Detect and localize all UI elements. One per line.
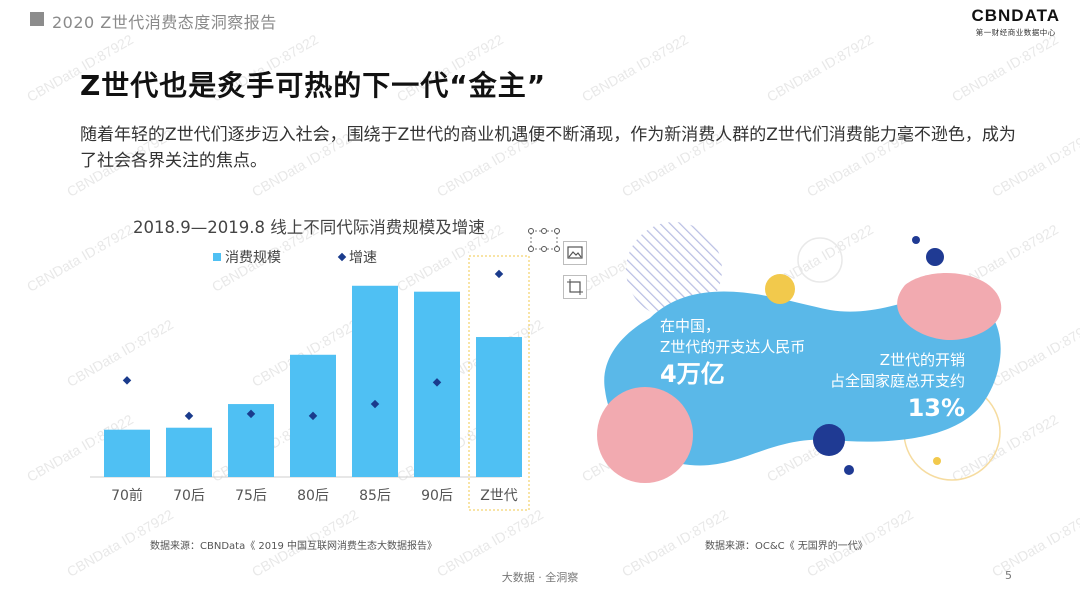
stat-share-line2: 占全国家庭总开支约 <box>830 372 966 390</box>
bar-4 <box>352 285 398 477</box>
growth-point-3 <box>308 411 318 421</box>
report-title: 2020 Z世代消费态度洞察报告 <box>52 13 277 32</box>
highlight-frame <box>468 255 530 511</box>
navy-dot-tiny <box>912 236 920 244</box>
logo-sub-text: 第一财经商业数据中心 <box>975 28 1056 37</box>
navy-dot-bottom <box>844 465 854 475</box>
chart-title: 2018.9—2019.8 线上不同代际消费规模及增速 <box>133 218 485 237</box>
growth-point-4 <box>370 399 380 409</box>
legend-growth-label: 增速 <box>349 250 377 266</box>
x-tick-label: 90后 <box>421 488 453 504</box>
image-icon[interactable] <box>563 241 587 265</box>
header-marker <box>30 12 44 26</box>
navy-circle <box>813 424 845 456</box>
x-tick-label: Z世代 <box>480 488 518 504</box>
cbndata-logo: CBNDATA 第一财经商业数据中心 <box>971 6 1060 38</box>
selection-handles-icon[interactable] <box>528 228 560 252</box>
stat-spend-line1: 在中国， <box>660 317 721 335</box>
page-number: 5 <box>1005 569 1012 582</box>
infographic <box>597 222 1002 483</box>
yellow-dot <box>765 274 795 304</box>
legend-bar-swatch <box>213 253 221 261</box>
x-tick-label: 85后 <box>359 488 391 504</box>
source-right: 数据来源：OC&C《 无国界的一代》 <box>705 541 868 552</box>
chart-legend: 消费规模 增速 <box>213 247 377 267</box>
stat-spend: 在中国， Z世代的开支达人民币 4万亿 <box>660 316 805 390</box>
growth-point-0 <box>122 376 132 385</box>
stat-share-value: 13% <box>907 394 966 422</box>
bar-1 <box>166 427 212 477</box>
stat-share: Z世代的开销 占全国家庭总开支约 13% <box>830 350 965 424</box>
growth-point-2 <box>246 409 256 419</box>
intro-paragraph: 随着年轻的Z世代们逐步迈入社会，围绕于Z世代的商业机遇便不断涌现，作为新消费人群… <box>80 125 1016 171</box>
stat-spend-value: 4万亿 <box>660 360 725 388</box>
pink-circle <box>597 387 693 483</box>
x-tick-label: 80后 <box>297 488 329 504</box>
footer-tagline: 大数据 · 全洞察 <box>501 571 579 584</box>
source-left: 数据来源：CBNData《 2019 中国互联网消费生态大数据报告》 <box>150 541 438 552</box>
pink-blob-top <box>897 273 1002 340</box>
growth-point-5 <box>432 378 442 387</box>
yellow-dot-small <box>933 457 941 465</box>
blue-blob <box>604 291 1001 466</box>
logo-main-text: CBNDATA <box>971 6 1060 25</box>
stat-share-line1: Z世代的开销 <box>879 351 966 369</box>
x-tick-label: 70前 <box>111 487 143 504</box>
growth-point-1 <box>184 411 194 421</box>
x-tick-label: 75后 <box>235 488 267 504</box>
bar-chart: 70前 70后 75后 80后 85后 90后 Z世代 <box>90 255 530 511</box>
bar-6 <box>476 337 522 477</box>
navy-dot-small <box>926 248 944 266</box>
stat-spend-line2: Z世代的开支达人民币 <box>660 338 806 356</box>
x-tick-label: 70后 <box>173 488 205 504</box>
legend-scale-label: 消费规模 <box>225 250 281 266</box>
slide-title: Z世代也是炙手可热的下一代“金主” <box>80 69 547 102</box>
growth-point-6 <box>494 269 504 279</box>
crop-icon[interactable] <box>563 275 587 299</box>
bar-0 <box>104 429 150 477</box>
outline-circle-small <box>797 237 843 283</box>
